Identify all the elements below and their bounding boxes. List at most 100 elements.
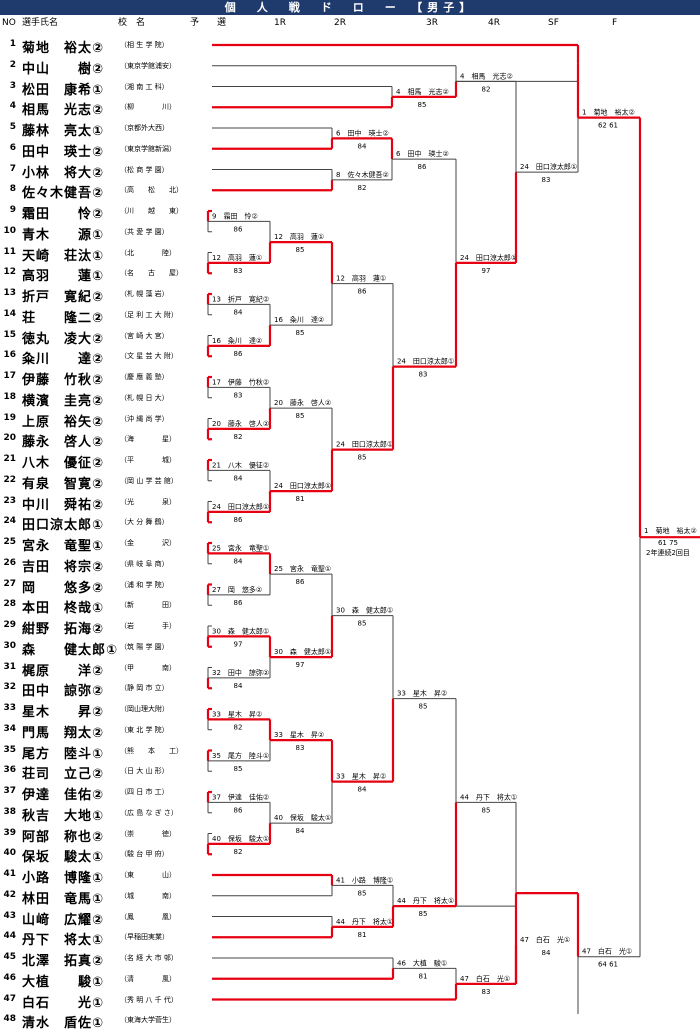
player-number: 38 — [3, 806, 16, 817]
player-row: 9 霜田 怜② （川 越 東） — [0, 201, 212, 222]
player-name: 岡 悠多② — [22, 580, 105, 596]
player-name: 尾方 陸斗① — [22, 746, 105, 762]
player-school: （足 利 工 大 附） — [120, 310, 178, 319]
player-school: （広 島 な ぎ さ） — [120, 808, 178, 817]
player-school: （京都外大西） — [120, 124, 169, 132]
match-score: 86 — [234, 516, 243, 524]
match-score: 83 — [234, 391, 243, 399]
player-row: 4 相馬 光志② （柳 川） — [0, 97, 212, 119]
player-school: （湘 南 工 科） — [120, 82, 169, 91]
player-row: 31 梶原 洋② （甲 南） — [0, 658, 212, 679]
player-number: 10 — [3, 225, 16, 236]
player-school: （松 商 学 園） — [120, 165, 169, 174]
match-score: 84 — [296, 827, 305, 835]
player-school: （東 北 学 院） — [120, 725, 169, 734]
match-winner-label: 17 伊藤 竹秋② — [212, 377, 269, 386]
player-name: 丹下 将太① — [22, 933, 105, 949]
match-score: 83 — [542, 176, 551, 184]
player-row: 21 八木 優征② （平 城） — [0, 450, 212, 471]
match-score: 83 — [296, 744, 305, 752]
player-name: 中山 樹② — [22, 61, 105, 77]
player-school: （甲 南） — [120, 663, 176, 672]
player-school: （早稲田実業） — [120, 933, 169, 942]
player-row: 22 有泉 智寛② （岡 山 学 芸 館） — [0, 471, 212, 492]
player-row: 47 白石 光① （秀 明 八 千 代） — [0, 990, 212, 1011]
player-row: 8 佐々木健吾② （高 松 北） — [0, 180, 212, 202]
match-winner-label: 46 大植 駿① — [397, 958, 447, 967]
player-number: 32 — [3, 682, 16, 693]
match-winner-label: 9 霜田 怜② — [212, 211, 258, 220]
player-name: 紺野 拓海② — [22, 622, 105, 637]
player-school: （日 大 山 形） — [120, 767, 169, 776]
match-winner-label: 40 保坂 駿太① — [212, 834, 269, 843]
match-score: 82 — [234, 723, 243, 731]
match-winner-label: 27 岡 悠多② — [212, 585, 262, 594]
player-school: （岡 山 学 芸 館） — [120, 476, 178, 485]
player-name: 粂川 達② — [22, 352, 105, 368]
player-school: （熊 本 工） — [120, 746, 183, 755]
player-row: 30 森 健太郎① （筑 陽 学 園） — [0, 637, 212, 658]
player-row: 16 粂川 達② （文 星 芸 大 附） — [0, 346, 212, 368]
player-name: 天崎 荘汰① — [22, 248, 105, 264]
match-score: 97 — [482, 267, 491, 275]
player-row: 41 小路 博隆① （東 山） — [0, 865, 212, 886]
player-number: 37 — [3, 786, 16, 796]
player-row: 19 上原 裕矢② （沖 縄 尚 学） — [0, 409, 212, 430]
match-winner-label: 8 佐々木健吾② — [336, 170, 389, 179]
match-score: 86 — [418, 163, 427, 171]
match-winner-label: 30 森 健太郎① — [274, 647, 331, 656]
player-name: 荘 隆二② — [22, 310, 105, 326]
player-school: （岩 手） — [120, 622, 176, 630]
player-row: 15 徳丸 凌大② （宮 崎 大 宮） — [0, 326, 212, 347]
match-winner-label: 37 伊達 佳佑② — [212, 792, 269, 801]
player-row: 23 中川 舜祐② （光 泉） — [0, 492, 212, 513]
player-number: 3 — [9, 80, 16, 91]
match-score: 81 — [296, 495, 305, 503]
player-school: （宮 崎 大 宮） — [120, 331, 169, 340]
match-winner-label: 33 星木 昇② — [212, 709, 262, 718]
player-name: 田口涼太郎① — [22, 518, 105, 534]
player-row: 2 中山 樹② （東京学館浦安） — [0, 56, 212, 77]
player-name: 小路 博隆① — [22, 871, 105, 886]
header-prelim: 予 選 — [190, 18, 227, 28]
player-name: 相馬 光志② — [22, 103, 105, 119]
player-number: 33 — [3, 703, 16, 713]
match-winner-label: 25 宮永 竜聖① — [274, 564, 331, 573]
player-number: 13 — [3, 288, 16, 298]
player-school: （名 経 大 市 邨） — [120, 954, 178, 962]
player-number: 35 — [3, 744, 16, 755]
match-score: 86 — [234, 225, 243, 233]
header-round3: 3R — [426, 18, 438, 28]
match-winner-label: 44 丹下 将太① — [397, 896, 454, 905]
match-winner-label: 20 藤永 啓人② — [274, 398, 331, 407]
player-number: 48 — [3, 1014, 16, 1025]
header-round1: 1R — [274, 18, 286, 28]
player-row: 12 高羽 蓮① （名 古 屋） — [0, 263, 212, 284]
player-school: （清 風） — [120, 974, 176, 983]
player-name: 折戸 寛紀② — [22, 290, 105, 305]
player-number: 17 — [3, 371, 16, 381]
match-winner-label: 30 森 健太郎① — [212, 626, 269, 635]
player-school: （東京学館浦安） — [120, 61, 176, 70]
player-school: （岡山理大附） — [120, 705, 169, 713]
player-number: 47 — [3, 993, 16, 1004]
player-number: 22 — [3, 474, 16, 485]
player-name: 八木 優征② — [22, 456, 105, 471]
player-row: 20 藤永 啓人② （海 星） — [0, 429, 212, 450]
match-winner-label: 13 折戸 寛紀② — [212, 294, 269, 303]
player-school: （札 幌 日 大） — [120, 393, 169, 402]
match-score: 85 — [296, 246, 305, 254]
match-score: 83 — [482, 988, 491, 996]
player-name: 佐々木健吾② — [22, 186, 105, 202]
match-score: 85 — [234, 765, 243, 773]
player-school: （筑 陽 学 園） — [120, 642, 169, 651]
player-school: （四 日 市 工） — [120, 788, 169, 796]
match-winner-label: 47 白石 光① — [582, 947, 632, 956]
player-row: 1 菊地 裕太② （相 生 学 院） — [0, 35, 212, 56]
player-number: 43 — [3, 910, 16, 921]
player-number: 27 — [3, 578, 16, 589]
player-name: 門馬 翔太② — [22, 725, 105, 741]
player-number: 39 — [3, 827, 16, 838]
header-semifinal: SF — [548, 18, 559, 28]
